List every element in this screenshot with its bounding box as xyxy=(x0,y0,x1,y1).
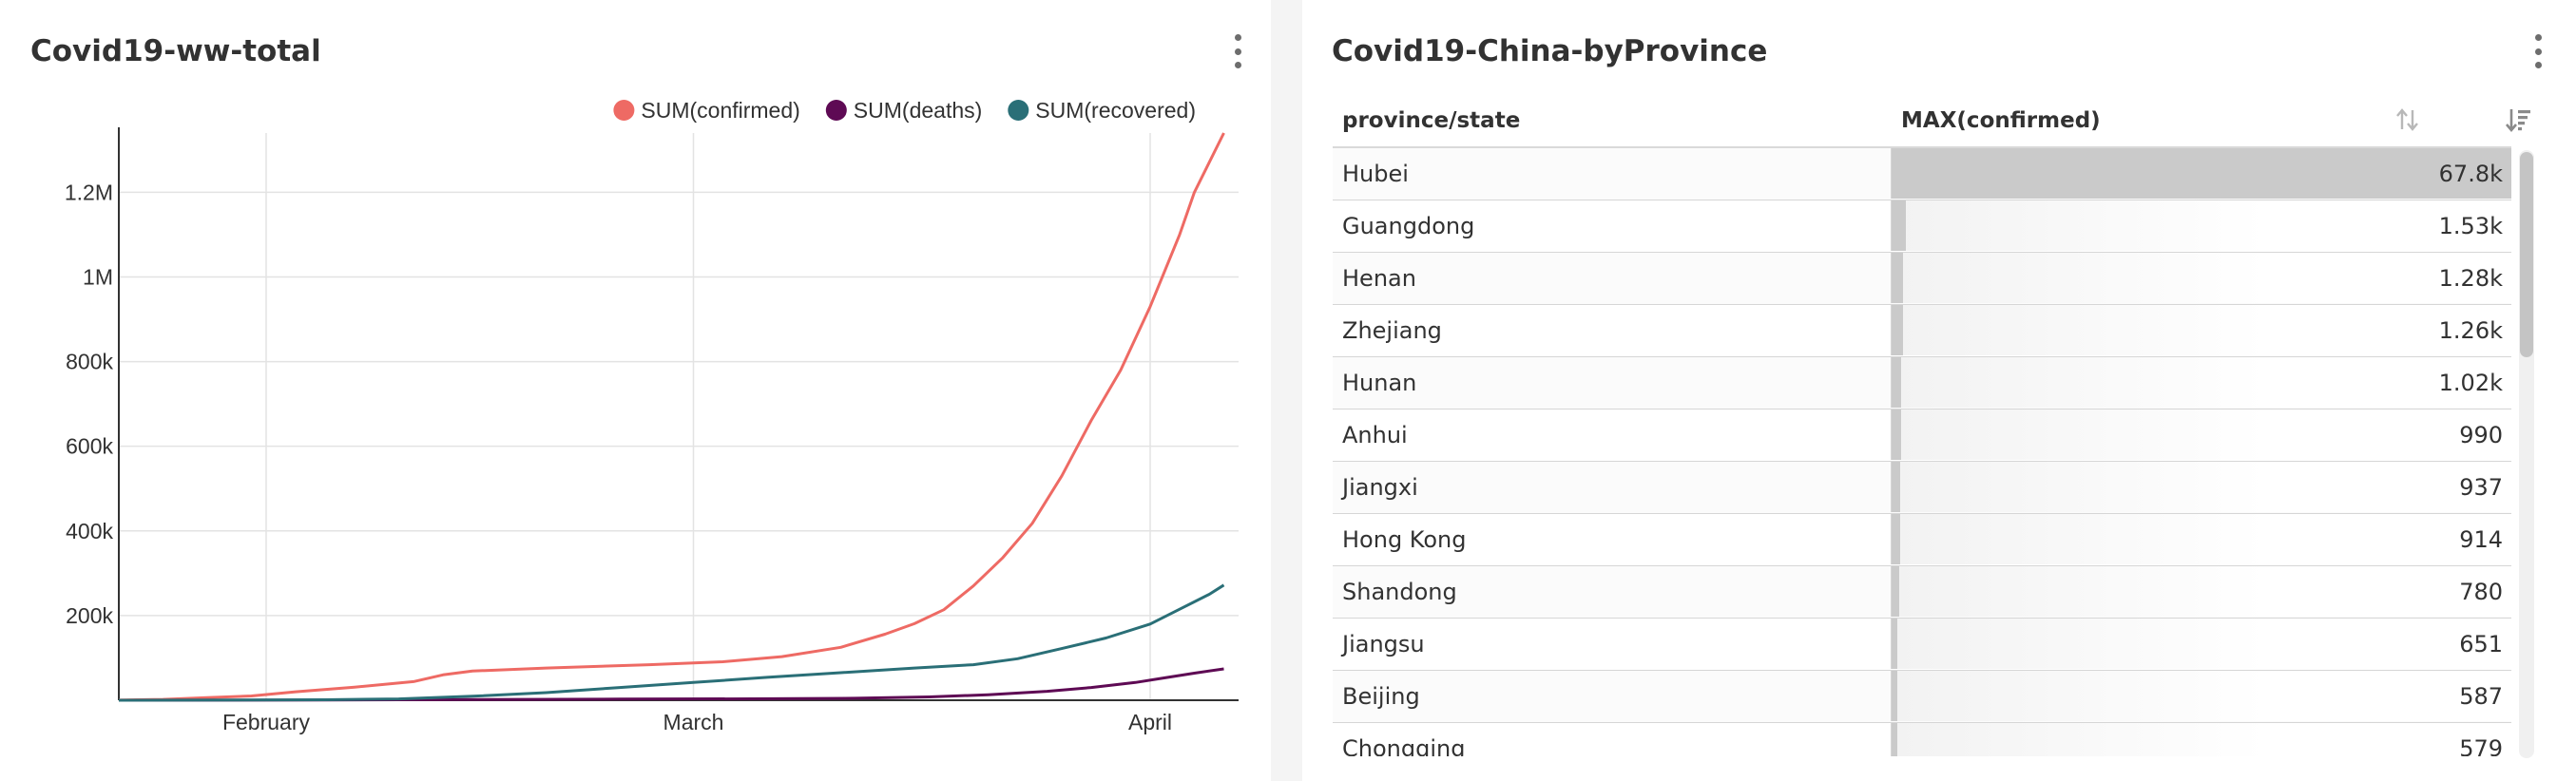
legend-label: SUM(recovered) xyxy=(1035,98,1196,123)
confirmed-value: 914 xyxy=(2459,526,2503,553)
y-tick-label: 1M xyxy=(83,264,113,289)
confirmed-value: 67.8k xyxy=(2438,161,2503,187)
table-row[interactable]: Guangdong 1.53k xyxy=(1333,200,2511,253)
confirmed-cell: 587 xyxy=(1891,671,2511,721)
scrollbar-thumb[interactable] xyxy=(2520,152,2533,357)
y-tick-label: 800k xyxy=(66,350,113,374)
confirmed-bar xyxy=(1892,410,1901,460)
line-chart: 200k 400k 600k 800k 1M 1.2M February March April… xyxy=(65,98,1239,734)
confirmed-cell: 1.26k xyxy=(1891,305,2511,355)
province-table: province/state MAX(confirmed) Hubei 67.8k… xyxy=(1333,95,2530,756)
table-row[interactable]: Zhejiang 1.26k xyxy=(1333,305,2511,357)
x-tick-label: April xyxy=(1128,710,1172,734)
confirmed-value: 587 xyxy=(2459,683,2503,710)
confirmed-value: 1.26k xyxy=(2438,317,2503,344)
legend-label: SUM(confirmed) xyxy=(641,98,799,123)
sort-descending-icon[interactable] xyxy=(2506,106,2532,133)
confirmed-bar xyxy=(1892,462,1900,512)
confirmed-bar xyxy=(1892,671,1897,721)
confirmed-cell: 1.02k xyxy=(1891,357,2511,408)
table-row[interactable]: Hubei 67.8k xyxy=(1333,148,2511,200)
confirmed-cell: 990 xyxy=(1891,410,2511,460)
table-row[interactable]: Jiangxi 937 xyxy=(1333,462,2511,514)
province-cell: Beijing xyxy=(1342,683,1420,710)
confirmed-cell: 780 xyxy=(1891,566,2511,617)
confirmed-value: 780 xyxy=(2459,579,2503,605)
series-line-0 xyxy=(118,132,1225,702)
column-header-confirmed[interactable]: MAX(confirmed) xyxy=(1901,108,2101,133)
confirmed-bar xyxy=(1892,200,1906,251)
confirmed-bar xyxy=(1892,619,1898,669)
chart-panel: Covid19-ww-total 200k 400k 600k 800k 1M 1.2M F… xyxy=(0,0,1271,781)
table-title: Covid19-China-byProvince xyxy=(1332,34,1768,68)
confirmed-cell: 937 xyxy=(1891,462,2511,512)
table-row[interactable]: Beijing 587 xyxy=(1333,671,2511,723)
table-panel: Covid19-China-byProvince province/state … xyxy=(1302,0,2576,781)
table-row[interactable]: Shandong 780 xyxy=(1333,566,2511,619)
province-cell: Zhejiang xyxy=(1342,317,1442,344)
table-row[interactable]: Hunan 1.02k xyxy=(1333,357,2511,410)
table-row[interactable]: Jiangsu 651 xyxy=(1333,619,2511,671)
confirmed-bar xyxy=(1892,723,1897,756)
confirmed-bar xyxy=(1892,305,1904,355)
confirmed-value: 990 xyxy=(2459,422,2503,448)
x-tick-label: February xyxy=(222,710,311,734)
confirmed-value: 1.28k xyxy=(2438,265,2503,292)
table-row[interactable]: Henan 1.28k xyxy=(1333,253,2511,305)
province-cell: Guangdong xyxy=(1342,213,1475,239)
province-cell: Henan xyxy=(1342,265,1416,292)
y-tick-label: 1.2M xyxy=(65,180,113,204)
series-line-1 xyxy=(118,667,1224,702)
sort-neutral-icon[interactable] xyxy=(2395,106,2420,133)
province-cell: Hubei xyxy=(1342,161,1409,187)
table-row[interactable]: Chongqing 579 xyxy=(1333,723,2511,756)
confirmed-value: 937 xyxy=(2459,474,2503,501)
confirmed-value: 1.02k xyxy=(2438,370,2503,396)
x-tick-label: March xyxy=(663,710,724,734)
table-row[interactable]: Anhui 990 xyxy=(1333,410,2511,462)
confirmed-cell: 1.28k xyxy=(1891,253,2511,303)
legend-marker xyxy=(1008,100,1029,121)
province-cell: Anhui xyxy=(1342,422,1408,448)
legend-marker xyxy=(613,100,635,121)
confirmed-value: 651 xyxy=(2459,631,2503,657)
confirmed-cell: 651 xyxy=(1891,619,2511,669)
confirmed-value: 1.53k xyxy=(2438,213,2503,239)
y-tick-label: 200k xyxy=(66,603,113,628)
province-cell: Jiangsu xyxy=(1342,631,1425,657)
confirmed-cell: 914 xyxy=(1891,514,2511,564)
confirmed-bar xyxy=(1892,148,2511,199)
kebab-menu-icon[interactable] xyxy=(1228,34,1247,68)
table-row[interactable]: Hong Kong 914 xyxy=(1333,514,2511,566)
legend-marker xyxy=(825,100,847,121)
confirmed-bar xyxy=(1892,566,1899,617)
confirmed-bar xyxy=(1892,514,1900,564)
confirmed-cell: 67.8k xyxy=(1891,148,2511,199)
table-body: Hubei 67.8k Guangdong 1.53k Henan 1.28k Zhejia… xyxy=(1333,148,2511,756)
province-cell: Hunan xyxy=(1342,370,1417,396)
confirmed-cell: 579 xyxy=(1891,723,2511,756)
legend-label: SUM(deaths) xyxy=(854,98,982,123)
confirmed-bar xyxy=(1892,357,1901,408)
confirmed-cell: 1.53k xyxy=(1891,200,2511,251)
confirmed-bar xyxy=(1892,253,1904,303)
series-line-2 xyxy=(118,583,1225,702)
y-tick-label: 600k xyxy=(66,434,113,459)
chart-title: Covid19-ww-total xyxy=(30,34,321,68)
province-cell: Jiangxi xyxy=(1342,474,1418,501)
province-cell: Shandong xyxy=(1342,579,1457,605)
province-cell: Chongqing xyxy=(1342,735,1466,756)
y-tick-label: 400k xyxy=(66,519,113,543)
table-header: province/state MAX(confirmed) xyxy=(1333,95,2530,148)
kebab-menu-icon[interactable] xyxy=(2528,34,2547,68)
province-cell: Hong Kong xyxy=(1342,526,1467,553)
column-header-province[interactable]: province/state xyxy=(1342,108,1521,133)
confirmed-value: 579 xyxy=(2459,735,2503,756)
